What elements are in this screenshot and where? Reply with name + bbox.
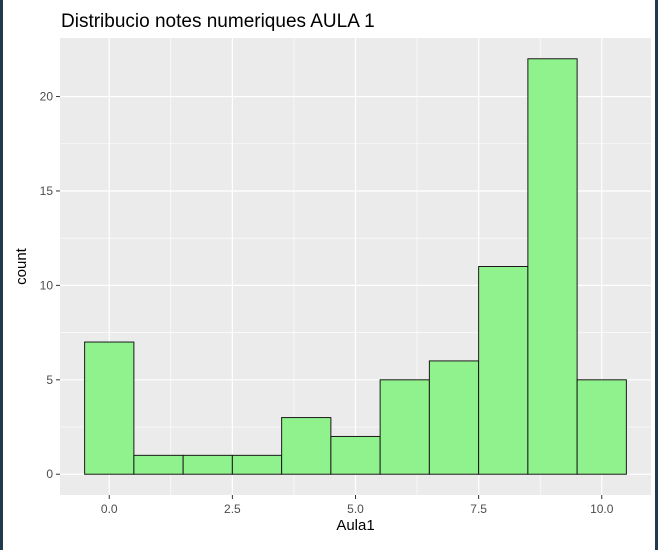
- axis-tick-labels: 0.0 2.5 5.0 7.5 10.0 0 5 10 15 20: [40, 90, 614, 516]
- histogram-bar: [576, 379, 627, 475]
- x-tick-label: 7.5: [470, 502, 487, 516]
- histogram-bars: [84, 58, 627, 475]
- axis-ticks: [56, 96, 603, 499]
- histogram-bar: [133, 454, 184, 475]
- histogram-bar: [231, 454, 283, 475]
- histogram-bar: [379, 379, 430, 475]
- chart-title: Distribucio notes numeriques AULA 1: [61, 11, 375, 32]
- histogram-bar: [478, 266, 529, 475]
- histogram-bar: [428, 360, 480, 475]
- histogram-bar: [84, 341, 135, 475]
- x-axis-title: Aula1: [336, 517, 374, 534]
- y-tick-label: 10: [40, 278, 54, 292]
- histogram-chart: Distribucio notes numeriques AULA 1 0.0 2…: [13, 11, 651, 534]
- y-axis-title: count: [13, 247, 30, 285]
- x-tick-label: 2.5: [224, 502, 241, 516]
- histogram-bar: [281, 417, 332, 475]
- x-tick-label: 5.0: [347, 502, 364, 516]
- histogram-bar: [330, 435, 381, 475]
- y-tick-label: 15: [40, 184, 54, 198]
- x-tick-label: 10.0: [590, 502, 614, 516]
- x-tick-label: 0.0: [101, 502, 118, 516]
- y-tick-label: 0: [46, 467, 53, 481]
- y-tick-label: 5: [46, 373, 53, 387]
- y-tick-label: 20: [40, 90, 54, 104]
- histogram-bar: [182, 454, 233, 475]
- histogram-bar: [527, 58, 578, 475]
